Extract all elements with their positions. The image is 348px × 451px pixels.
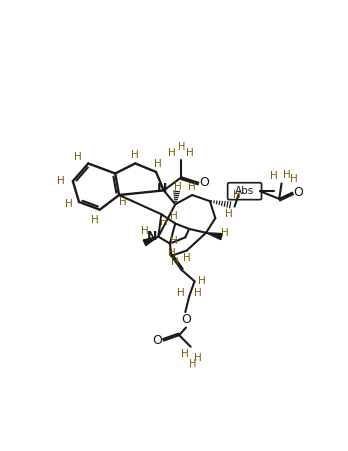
Text: H: H: [233, 190, 241, 200]
Text: H: H: [270, 171, 278, 181]
Text: H: H: [177, 288, 184, 298]
Text: H: H: [174, 182, 182, 192]
Text: H: H: [195, 288, 202, 298]
Text: O: O: [293, 186, 303, 199]
Text: H: H: [167, 248, 175, 258]
Text: H: H: [283, 170, 291, 180]
Text: H: H: [74, 152, 82, 162]
Text: O: O: [153, 334, 163, 347]
Text: H: H: [141, 226, 148, 236]
Text: H: H: [221, 228, 229, 238]
Text: O: O: [181, 313, 191, 326]
Text: H: H: [91, 215, 99, 225]
Text: N: N: [147, 230, 157, 243]
Text: H: H: [225, 209, 233, 219]
Text: H: H: [195, 353, 202, 363]
Text: H: H: [198, 276, 206, 286]
Text: O: O: [199, 176, 209, 189]
Text: H: H: [290, 174, 298, 184]
Polygon shape: [143, 237, 158, 246]
Text: H: H: [167, 147, 175, 158]
FancyBboxPatch shape: [228, 183, 261, 200]
Text: H: H: [57, 176, 65, 186]
Text: H: H: [189, 359, 196, 368]
Text: H: H: [170, 211, 177, 221]
Text: H: H: [119, 197, 127, 207]
Text: Abs: Abs: [235, 186, 254, 196]
Text: H: H: [178, 142, 185, 152]
Text: H: H: [181, 350, 189, 359]
Text: H: H: [183, 253, 191, 263]
Text: H: H: [170, 236, 177, 246]
Text: H: H: [155, 159, 162, 169]
Text: H: H: [131, 150, 139, 160]
Text: H: H: [188, 182, 196, 192]
Text: H: H: [172, 257, 179, 267]
Text: H: H: [65, 198, 73, 208]
Polygon shape: [206, 233, 222, 239]
Text: N: N: [157, 182, 167, 194]
Text: H: H: [160, 217, 168, 227]
Text: H: H: [186, 147, 194, 158]
